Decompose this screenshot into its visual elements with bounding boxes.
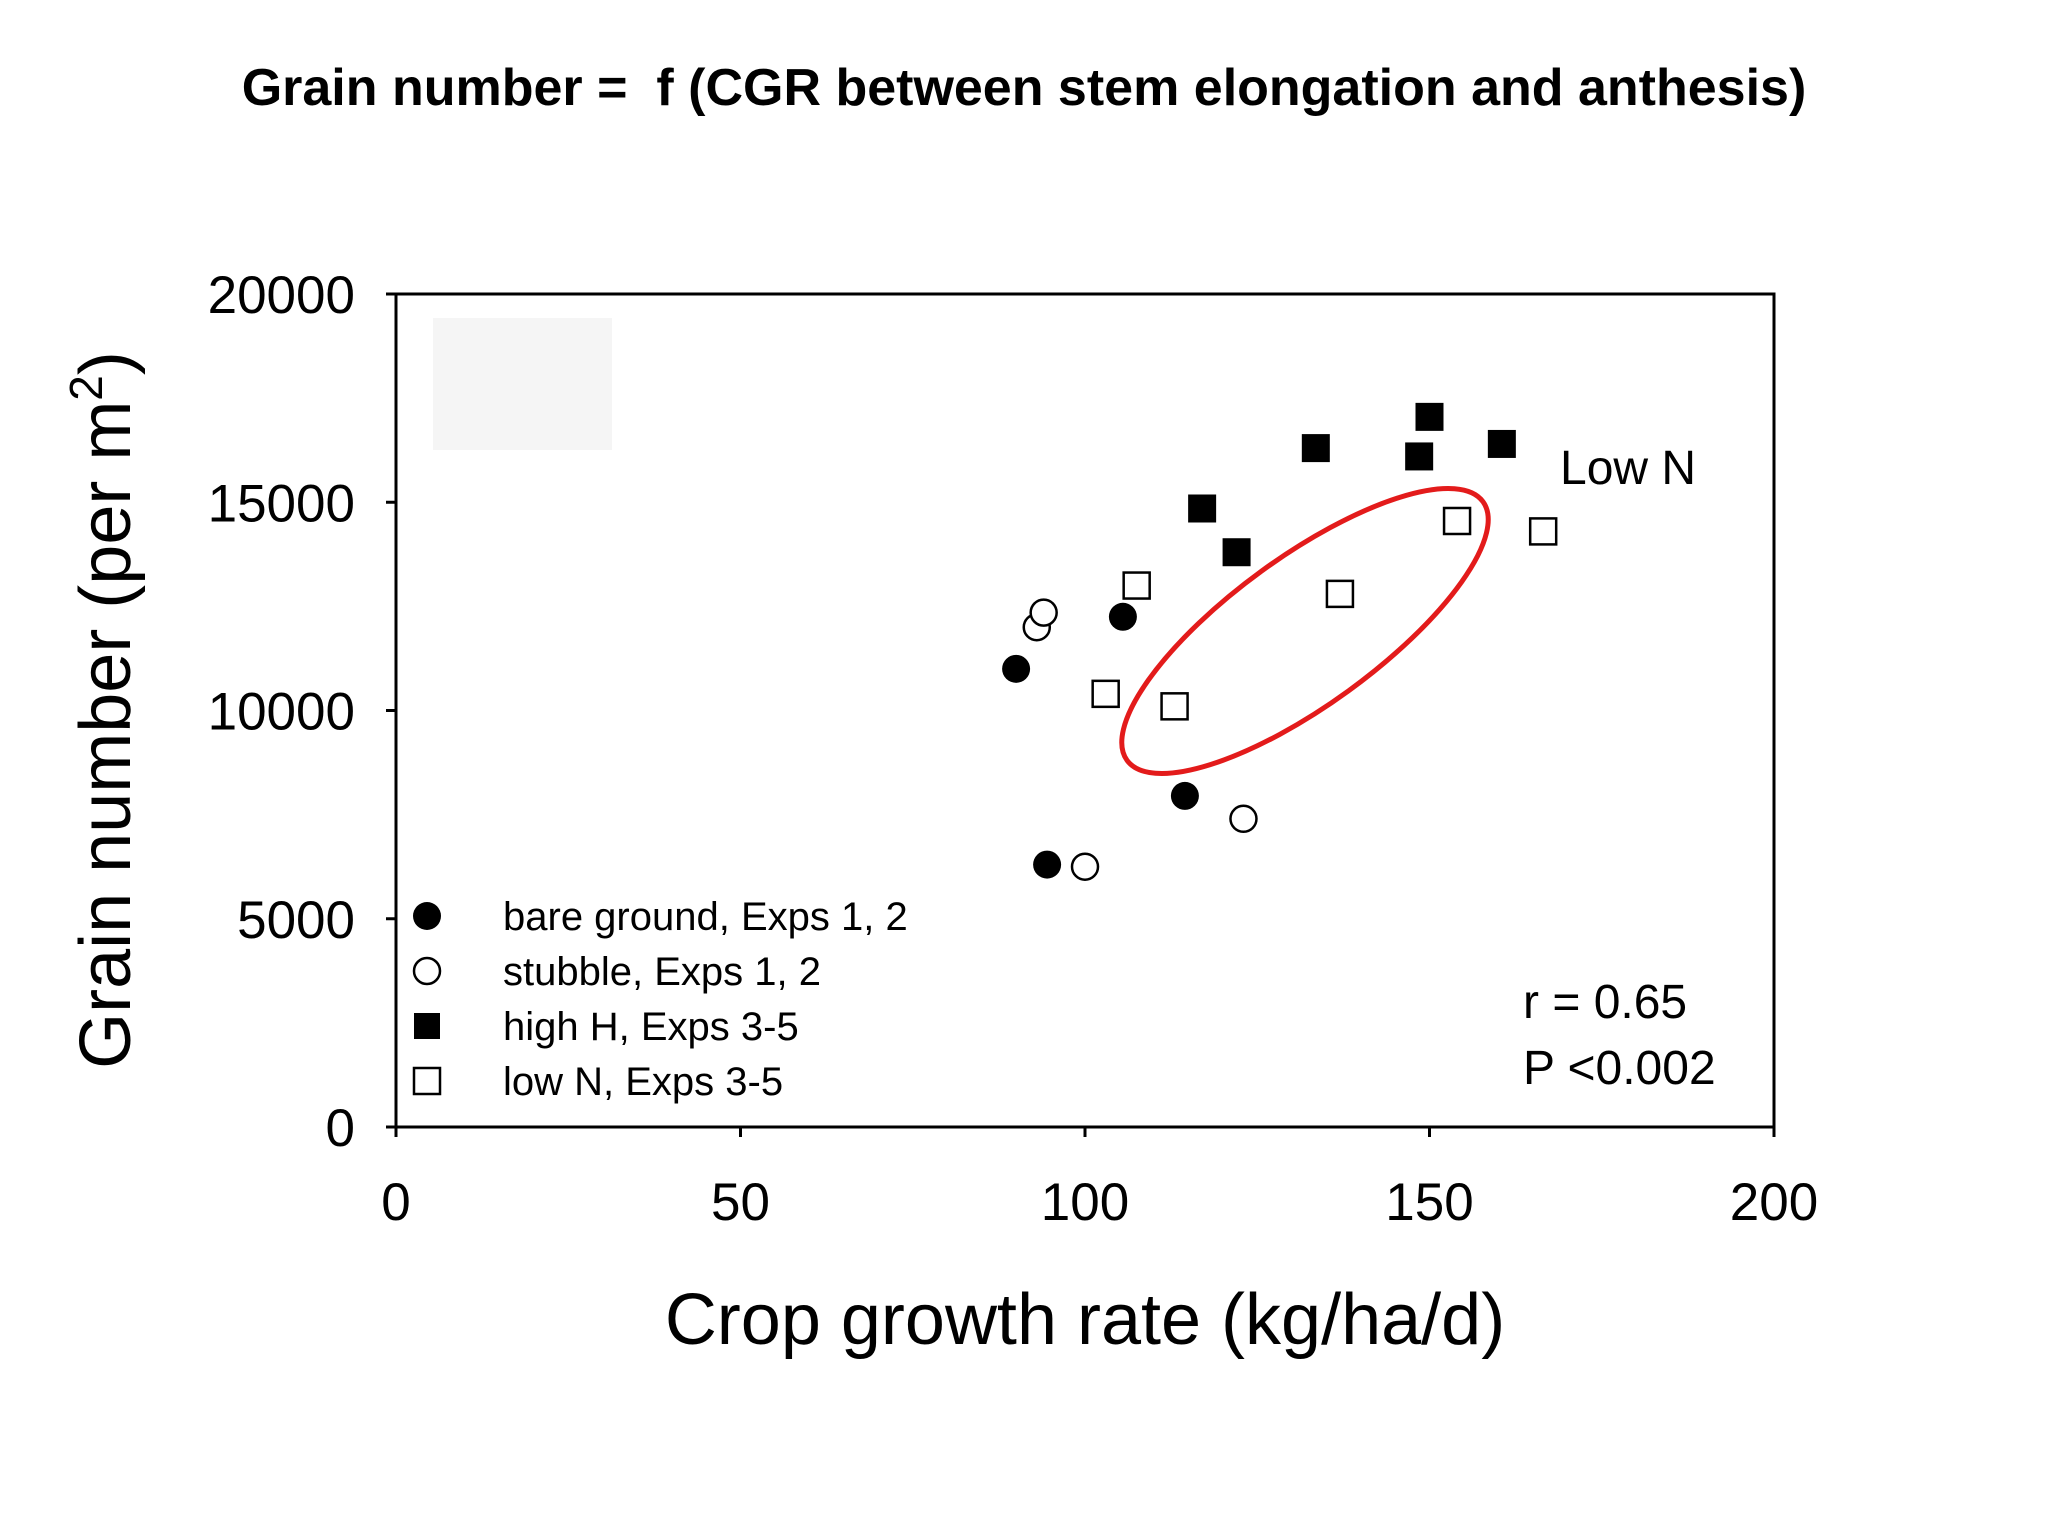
y-tick-label: 10000	[208, 683, 355, 742]
data-point-filled-circle	[1033, 850, 1062, 879]
data-point-filled-square	[1188, 494, 1217, 523]
data-point-open-square	[1442, 506, 1472, 536]
data-point-open-square	[1122, 571, 1151, 600]
axis-ticks	[386, 292, 1776, 1137]
low-n-ellipse	[1119, 486, 1491, 776]
faint-background-rect	[433, 318, 612, 450]
legend-label-low-n: low N, Exps 3-5	[503, 1060, 783, 1104]
data-point-filled-square	[1415, 402, 1444, 431]
y-tick-label: 15000	[208, 474, 355, 533]
data-point-open-square	[1325, 579, 1355, 609]
x-tick-label: 50	[711, 1173, 770, 1232]
data-point-open-circle	[1029, 598, 1058, 627]
y-axis-title-suffix: )	[66, 351, 146, 375]
legend-marker-stubble	[412, 956, 442, 986]
legend-label-stubble: stubble, Exps 1, 2	[503, 950, 821, 994]
x-tick-label: 150	[1385, 1173, 1473, 1232]
y-tick-label: 5000	[237, 891, 355, 950]
x-tick-label: 200	[1730, 1173, 1818, 1232]
y-tick-label: 0	[326, 1099, 355, 1158]
data-point-filled-square	[1301, 434, 1330, 463]
data-point-open-square	[1091, 679, 1120, 709]
stats-r: r = 0.65	[1523, 976, 1687, 1029]
y-axis-title: Grain number (per m2)	[60, 351, 146, 1069]
data-point-filled-circle	[1002, 654, 1031, 683]
legend-marker-low-n	[412, 1066, 442, 1096]
slide-title: Grain number = f (CGR between stem elong…	[241, 59, 1807, 117]
x-axis-title: Crop growth rate (kg/ha/d)	[665, 1280, 1505, 1360]
data-point-filled-square	[1405, 442, 1434, 471]
x-tick-label: 100	[1041, 1173, 1129, 1232]
x-tick-label: 0	[381, 1173, 410, 1232]
data-point-open-circle	[1229, 804, 1258, 834]
data-point-filled-circle	[1108, 602, 1137, 631]
legend: bare ground, Exps 1, 2 stubble, Exps 1, …	[412, 895, 908, 1104]
legend-label-high-h: high H, Exps 3-5	[503, 1005, 799, 1049]
legend-marker-high-h	[414, 1013, 440, 1039]
data-point-filled-square	[1487, 429, 1516, 458]
legend-marker-bare-ground	[413, 902, 441, 930]
y-axis-title-superscript: 2	[60, 375, 112, 401]
y-tick-label: 20000	[208, 266, 355, 325]
data-points	[1002, 402, 1558, 881]
y-axis-title-main: Grain number (per m	[66, 401, 146, 1069]
data-point-open-square	[1528, 517, 1558, 546]
axis-tick-labels: 0 50 100 150 200 0 5000 10000 15000 20000	[208, 266, 1819, 1232]
stats-p: P <0.002	[1523, 1042, 1716, 1095]
data-point-open-square	[1160, 692, 1189, 721]
legend-label-bare-ground: bare ground, Exps 1, 2	[503, 895, 908, 939]
ellipse-label: Low N	[1560, 442, 1696, 495]
data-point-filled-circle	[1170, 781, 1199, 810]
data-point-filled-square	[1222, 538, 1251, 567]
data-point-open-circle	[1070, 852, 1100, 881]
